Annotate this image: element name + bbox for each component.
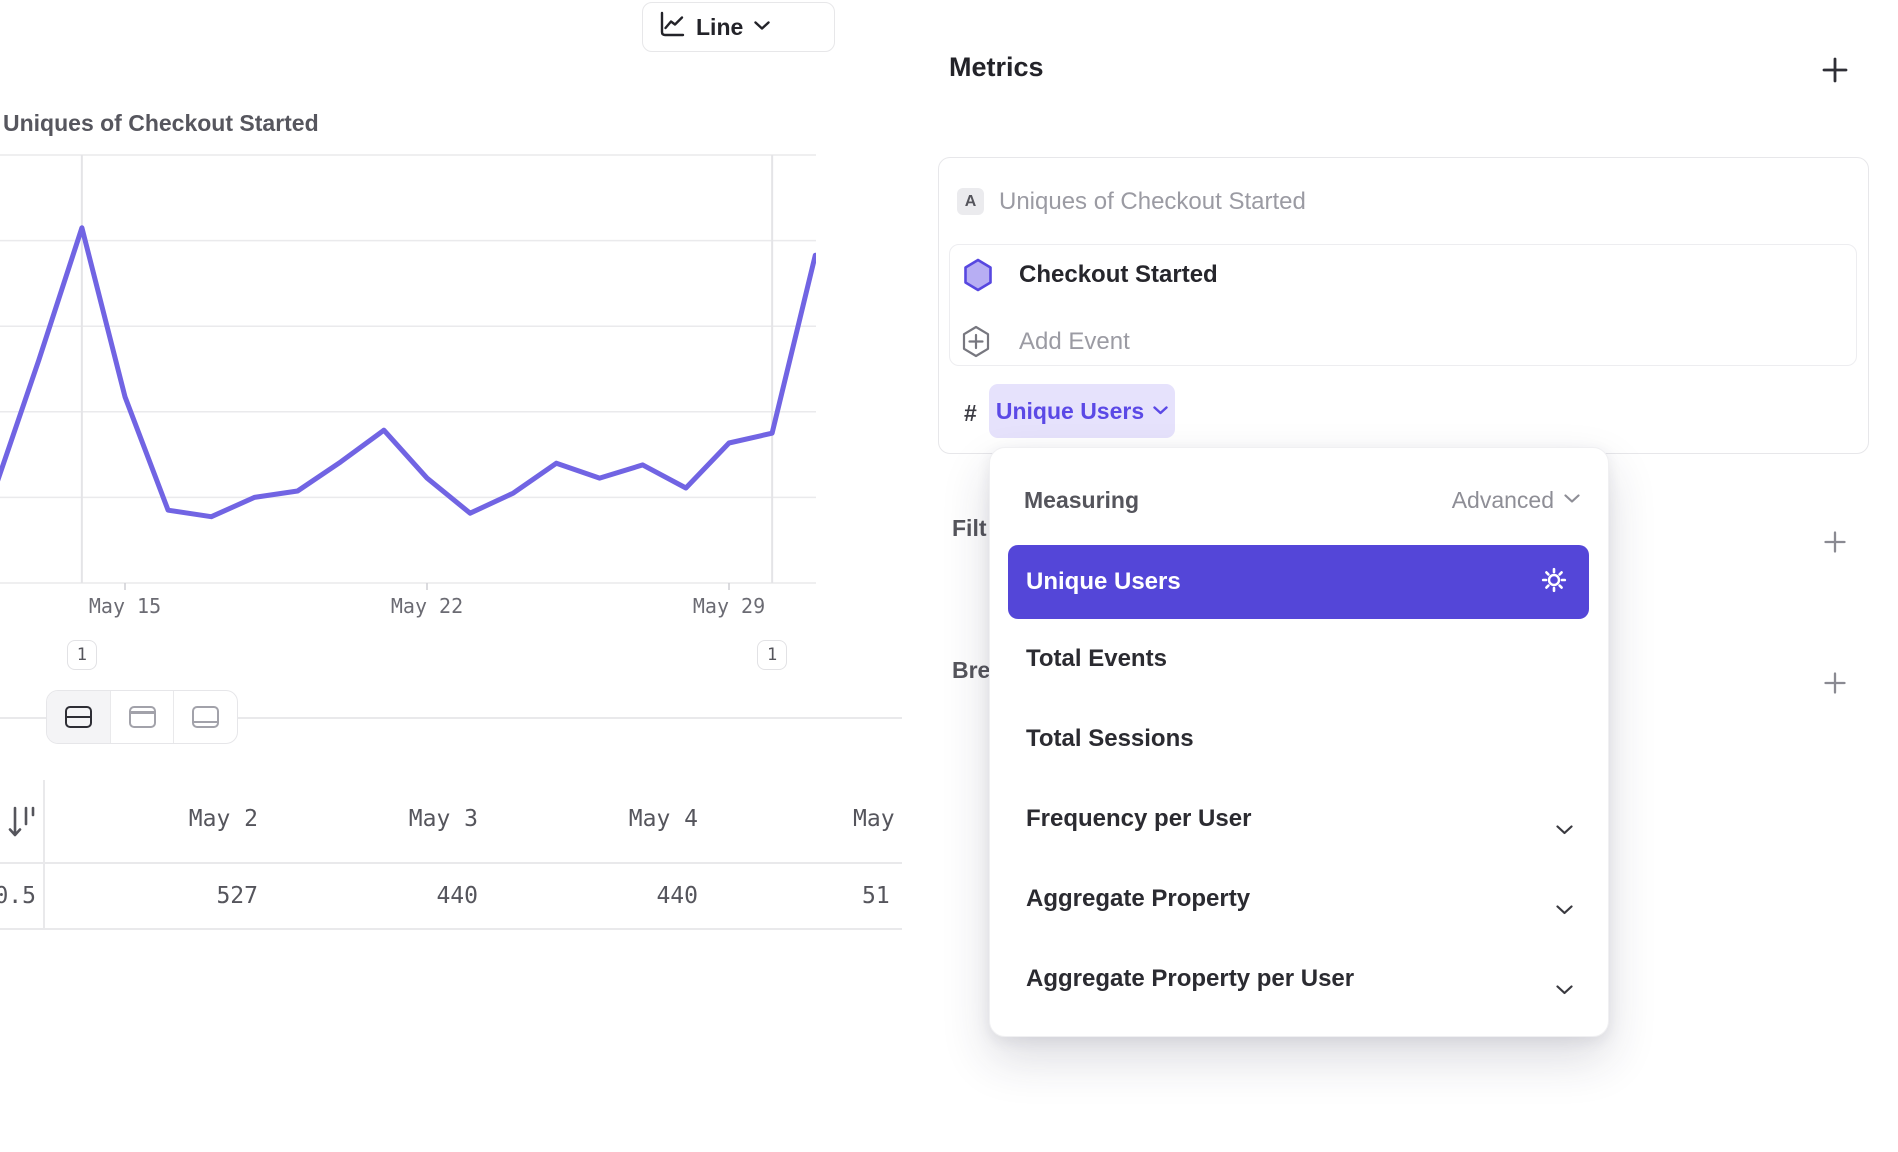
menu-item-unique-users-selected[interactable]: Unique Users: [1008, 545, 1589, 619]
menu-item-label: Aggregate Property per User: [1026, 965, 1355, 992]
table-row-label-partial: 0.5: [0, 883, 36, 909]
filters-section-label: Filt: [952, 515, 987, 541]
table-value-cell: 440: [436, 883, 478, 909]
table-value-cell: 440: [656, 883, 698, 909]
table-header-cell[interactable]: May 2: [188, 806, 258, 832]
chevron-down-icon: [1564, 491, 1580, 509]
line-chart-icon: [658, 11, 685, 43]
chart-type-button[interactable]: Line: [642, 2, 835, 52]
bottom-bar-icon: [192, 706, 220, 728]
add-event-hexagon-plus-icon: [961, 325, 991, 363]
menu-item-aggregate-property-per-user[interactable]: Aggregate Property per User: [1008, 939, 1589, 1019]
advanced-label: Advanced: [1451, 486, 1554, 513]
measuring-dropdown: Measuring Advanced Unique Users: [989, 447, 1609, 1037]
measure-pill-label: Unique Users: [995, 397, 1145, 424]
table-header-cell[interactable]: May 4: [628, 806, 698, 832]
add-breakdown-button[interactable]: [1823, 671, 1847, 700]
chevron-down-icon: [754, 18, 770, 36]
add-event-button[interactable]: Add Event: [1019, 328, 1130, 355]
metric-badge: A: [957, 188, 984, 215]
menu-item-label: Aggregate Property: [1026, 885, 1251, 912]
table-row-border: [0, 928, 902, 930]
add-filter-button[interactable]: [1823, 530, 1847, 559]
event-name[interactable]: Checkout Started: [1019, 261, 1218, 288]
table-top-border: [0, 717, 902, 719]
x-axis-label: May 15: [88, 594, 162, 618]
chevron-down-icon: [1556, 894, 1573, 922]
menu-item-label: Total Sessions: [1026, 725, 1194, 752]
table-column-separator: [43, 780, 45, 928]
event-hexagon-icon: [963, 258, 993, 297]
metric-card[interactable]: A Uniques of Checkout Started Checkout S…: [938, 157, 1869, 454]
advanced-mode-toggle[interactable]: Advanced: [1452, 487, 1580, 514]
x-axis-label: May 29: [692, 594, 766, 618]
measuring-dropdown-header: Measuring Advanced: [990, 478, 1608, 522]
sort-descending-icon[interactable]: [8, 804, 38, 847]
table-value-cell: 527: [216, 883, 258, 909]
x-axis-label: May 22: [390, 594, 464, 618]
measure-hash-prefix: #: [964, 400, 977, 426]
menu-item-total-events[interactable]: Total Events: [1008, 619, 1589, 699]
metrics-section-title: Metrics: [949, 52, 1044, 82]
annotation-chip[interactable]: 1: [757, 640, 788, 670]
split-rows-icon: [64, 706, 92, 728]
menu-item-aggregate-property[interactable]: Aggregate Property: [1008, 859, 1589, 939]
measuring-label: Measuring: [1024, 486, 1140, 513]
event-list-box: Checkout Started Add Event: [949, 244, 1857, 366]
table-header-border: [0, 862, 902, 864]
measure-selector-pill[interactable]: Unique Users: [989, 384, 1175, 438]
annotation-chip[interactable]: 1: [66, 640, 97, 670]
menu-item-total-sessions[interactable]: Total Sessions: [1008, 699, 1589, 779]
table-header-cell[interactable]: May 3: [408, 806, 478, 832]
layout-toggle-group: [46, 690, 238, 744]
add-metric-button[interactable]: [1821, 56, 1849, 89]
chevron-down-icon: [1556, 974, 1573, 1002]
metric-card-title: Uniques of Checkout Started: [999, 188, 1306, 215]
menu-item-frequency-per-user[interactable]: Frequency per User: [1008, 779, 1589, 859]
chart-title: Uniques of Checkout Started: [3, 110, 319, 136]
menu-item-label: Frequency per User: [1026, 805, 1252, 832]
breakdowns-section-label: Bre: [952, 657, 991, 683]
table-header-cell-partial[interactable]: May: [853, 806, 895, 832]
layout-toggle-chart-only[interactable]: [111, 691, 175, 743]
layout-toggle-table-only[interactable]: [174, 691, 237, 743]
table-value-cell-partial: 51: [862, 883, 890, 909]
chevron-down-icon: [1556, 814, 1573, 842]
selected-item-label: Unique Users: [1026, 568, 1181, 595]
chevron-down-icon: [1153, 402, 1168, 420]
chart-panel: Line Uniques of Checkout Started May 15 M…: [0, 0, 902, 1152]
line-chart[interactable]: [0, 150, 816, 590]
metrics-panel: Metrics A Uniques of Checkout Started Ch…: [902, 0, 1898, 1152]
top-bar-icon: [128, 706, 156, 728]
chart-type-label: Line: [696, 13, 744, 40]
gear-icon[interactable]: [1539, 565, 1569, 600]
menu-item-label: Total Events: [1026, 645, 1167, 672]
layout-toggle-split[interactable]: [47, 691, 111, 743]
